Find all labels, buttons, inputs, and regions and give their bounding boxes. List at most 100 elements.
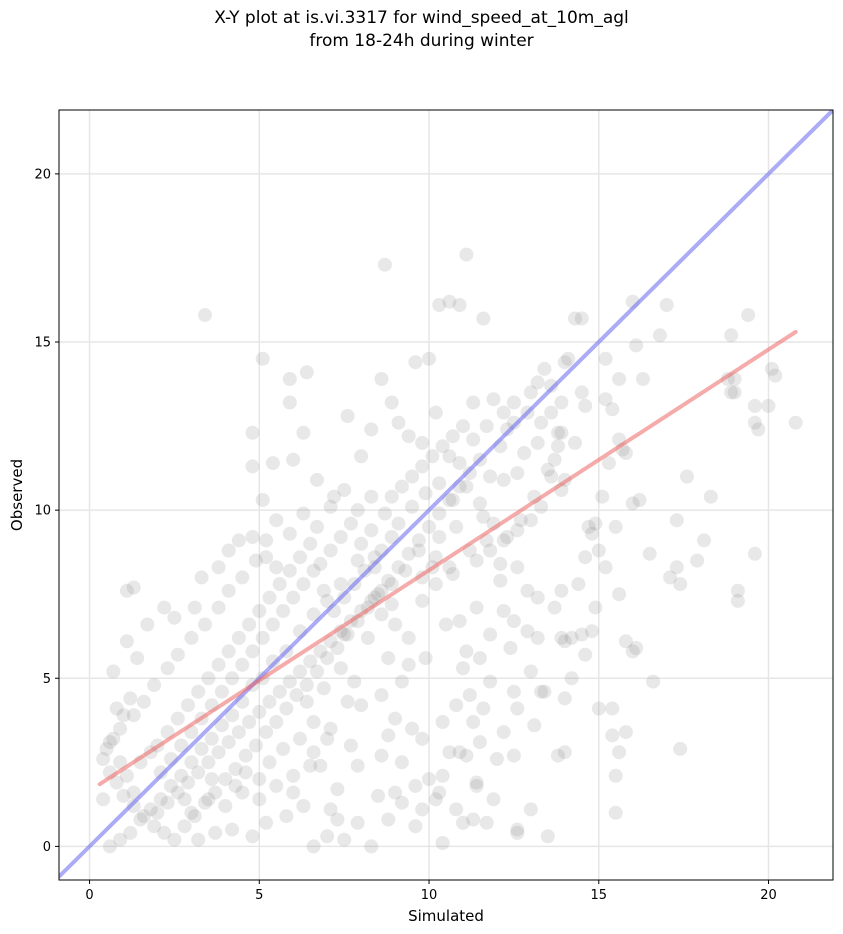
data-point [299, 694, 314, 709]
data-point [194, 741, 209, 756]
data-point [411, 543, 426, 558]
chart-title: X-Y plot at is.vi.3317 for wind_speed_at… [0, 7, 843, 53]
data-point [561, 351, 576, 366]
data-point [102, 839, 117, 854]
data-point [140, 617, 155, 632]
data-point [585, 624, 599, 639]
data-point [469, 775, 484, 790]
data-point [231, 725, 246, 740]
data-point [96, 752, 111, 766]
data-point [153, 765, 168, 780]
data-point [282, 372, 297, 386]
data-point [218, 772, 233, 787]
data-point [126, 799, 141, 813]
data-point [618, 634, 633, 649]
x-tick-label: 0 [85, 888, 93, 903]
data-point [252, 704, 267, 719]
data-point [551, 748, 565, 763]
data-point [109, 775, 124, 790]
data-point [568, 311, 582, 326]
data-point [262, 590, 277, 605]
data-point [282, 563, 297, 578]
data-point [282, 395, 297, 410]
data-point [235, 785, 250, 800]
data-point [581, 519, 596, 534]
data-point [123, 691, 138, 706]
data-point [320, 593, 335, 608]
data-point [625, 644, 640, 659]
data-point [432, 530, 447, 544]
data-point [554, 395, 569, 410]
y-tick-label: 10 [34, 504, 51, 519]
data-point [181, 775, 195, 790]
data-point [408, 819, 423, 834]
data-point [245, 459, 260, 474]
data-point [591, 701, 606, 716]
data-point [99, 741, 114, 756]
data-point [119, 634, 134, 649]
data-point [306, 563, 321, 578]
y-tick-label: 5 [43, 672, 51, 687]
data-point [384, 489, 399, 504]
data-point [595, 489, 610, 504]
data-point [242, 617, 257, 632]
data-point [428, 405, 443, 420]
data-point [459, 644, 474, 659]
data-point [537, 684, 552, 699]
data-point [466, 812, 481, 827]
data-point [557, 355, 572, 370]
data-point [466, 432, 481, 447]
data-point [279, 809, 294, 824]
data-point [333, 661, 348, 676]
data-point [255, 493, 270, 507]
data-point [632, 493, 647, 507]
data-point [391, 560, 406, 575]
data-point [170, 785, 185, 800]
data-point [612, 372, 627, 386]
data-point [442, 560, 457, 575]
data-point [523, 513, 538, 528]
data-point [605, 701, 620, 716]
data-point [554, 425, 569, 440]
data-point [320, 829, 335, 844]
data-point [211, 560, 226, 575]
data-point [456, 419, 470, 434]
data-point [510, 560, 525, 575]
data-point [330, 641, 345, 655]
data-point [472, 735, 487, 750]
data-point [510, 466, 525, 481]
data-point [381, 651, 396, 666]
data-point [276, 604, 291, 618]
data-point [293, 731, 307, 746]
data-point [143, 802, 158, 817]
data-point [282, 526, 297, 541]
data-point [486, 392, 501, 407]
data-point [136, 809, 151, 824]
data-point [340, 694, 355, 709]
data-point [432, 506, 447, 521]
data-point [663, 570, 678, 585]
data-point [310, 664, 324, 679]
data-point [371, 587, 386, 602]
data-point [697, 533, 711, 548]
data-point [513, 513, 528, 528]
data-point [510, 825, 525, 840]
x-tick-label: 15 [590, 888, 607, 903]
x-tick-label: 5 [255, 888, 263, 903]
data-point [313, 556, 328, 571]
data-point [394, 479, 409, 494]
data-point [462, 466, 477, 481]
data-point [557, 691, 572, 706]
data-point [218, 799, 233, 813]
data-point [130, 651, 145, 666]
data-point [442, 449, 457, 464]
data-point [483, 674, 498, 689]
data-point [153, 792, 168, 807]
data-point [496, 533, 511, 548]
data-point [164, 778, 178, 793]
data-point [462, 688, 477, 703]
data-point [381, 573, 396, 588]
data-point [523, 664, 538, 679]
data-point [181, 698, 195, 713]
data-point [486, 792, 501, 807]
